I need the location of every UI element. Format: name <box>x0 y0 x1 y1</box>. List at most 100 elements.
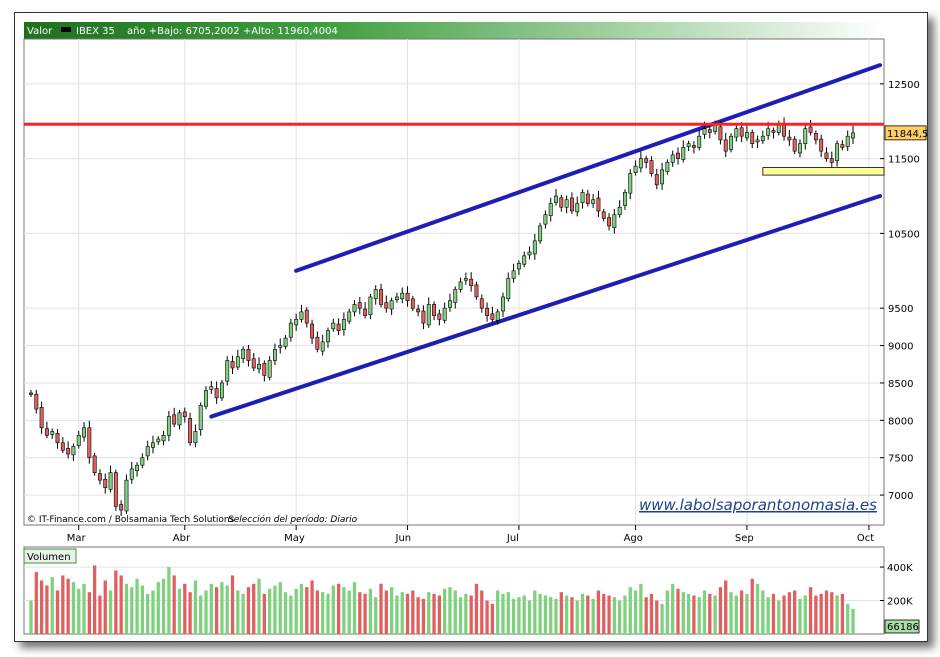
candle-body <box>145 446 150 457</box>
candle-body <box>501 296 505 312</box>
candle-body <box>34 393 39 410</box>
candle-body <box>463 277 468 281</box>
candle-body <box>713 124 718 132</box>
candle-body <box>60 442 65 451</box>
volume-bar <box>448 587 452 634</box>
candle-body <box>516 263 521 270</box>
volume-bar <box>172 575 176 634</box>
price-candle <box>686 140 691 152</box>
price-candles <box>29 117 855 517</box>
price-candle <box>294 313 299 331</box>
price-candle <box>421 305 426 330</box>
candle-body <box>458 281 463 290</box>
candle-body <box>633 165 638 173</box>
volume-bar <box>697 597 701 634</box>
candle-body <box>241 348 246 359</box>
price-candle <box>469 272 474 292</box>
candle-body <box>320 341 325 352</box>
candle-body <box>108 472 113 490</box>
volume-bar <box>146 593 150 634</box>
volume-bar <box>262 593 266 634</box>
range-text: año +Bajo: 6705,2002 +Alto: 11960,4004 <box>127 26 338 37</box>
price-grid <box>24 39 884 525</box>
candle-body <box>469 278 474 287</box>
candle-body <box>665 162 670 172</box>
price-candle <box>697 130 702 151</box>
volume-bar <box>347 590 351 634</box>
watermark-link[interactable]: www.labolsaporantonomasia.es <box>639 496 877 514</box>
price-candle <box>707 126 712 139</box>
candle-body <box>744 132 749 139</box>
candle-body <box>357 302 362 309</box>
price-candle <box>336 318 341 336</box>
volume-bar <box>644 597 648 634</box>
volume-bar <box>453 590 457 634</box>
candle-body <box>124 479 129 512</box>
price-candle <box>432 301 436 321</box>
volume-bar <box>734 595 738 634</box>
price-candle <box>729 133 733 153</box>
volume-bar <box>82 583 86 634</box>
candle-body <box>718 126 723 141</box>
volume-bar <box>400 592 404 634</box>
volume-bar <box>135 578 139 634</box>
candle-body <box>824 152 829 159</box>
volume-bar <box>480 590 484 634</box>
volume-bar <box>368 588 373 634</box>
volume-bar <box>119 575 123 634</box>
volume-bar <box>310 580 314 634</box>
candle-body <box>336 323 341 331</box>
price-candle <box>219 379 224 401</box>
volume-bar <box>225 585 229 634</box>
candle-body <box>623 191 627 206</box>
volume-bar <box>177 588 182 634</box>
candle-body <box>119 504 124 511</box>
volume-bar <box>193 580 198 634</box>
price-axis-label: 8500 <box>888 379 913 390</box>
candle-body <box>644 158 649 163</box>
price-candle <box>824 147 829 162</box>
volume-bar <box>575 600 579 634</box>
volume-bar <box>671 583 675 634</box>
price-plot-area <box>23 38 885 526</box>
price-candle <box>172 407 177 428</box>
price-candle <box>315 331 320 353</box>
volume-bar <box>665 590 670 634</box>
candle-body <box>432 304 436 316</box>
candle-body <box>198 405 203 431</box>
candle-body <box>702 128 707 135</box>
volume-bars <box>29 565 855 634</box>
volume-bar <box>580 593 585 634</box>
price-candle <box>554 188 558 206</box>
price-candle <box>495 308 500 325</box>
support-zone <box>762 167 885 176</box>
candle-body <box>681 147 686 160</box>
candle-body <box>755 139 760 143</box>
candle-body <box>729 135 733 150</box>
candle-body <box>580 191 585 203</box>
price-candle <box>283 335 288 350</box>
price-candle <box>516 260 521 275</box>
candle-body <box>352 304 357 313</box>
price-candle <box>108 465 113 493</box>
month-label: Jun <box>395 533 412 544</box>
price-candle <box>135 462 140 477</box>
candle-body <box>617 206 622 216</box>
candle-body <box>161 434 166 442</box>
price-candle <box>267 356 272 381</box>
price-candle <box>331 318 336 332</box>
volume-bar <box>602 593 606 634</box>
price-candle <box>485 302 490 322</box>
candle-body <box>379 289 383 305</box>
volume-title: Volumen <box>27 552 71 563</box>
price-candle <box>676 147 680 165</box>
candle-body <box>230 361 235 369</box>
volume-bar <box>771 593 776 634</box>
price-candle <box>368 293 373 320</box>
candle-body <box>691 145 696 148</box>
last-price-label: 11844,5 <box>887 129 927 140</box>
volume-bar <box>432 593 436 634</box>
candle-body <box>654 174 659 186</box>
volume-bar <box>846 603 850 634</box>
candle-body <box>670 154 675 163</box>
